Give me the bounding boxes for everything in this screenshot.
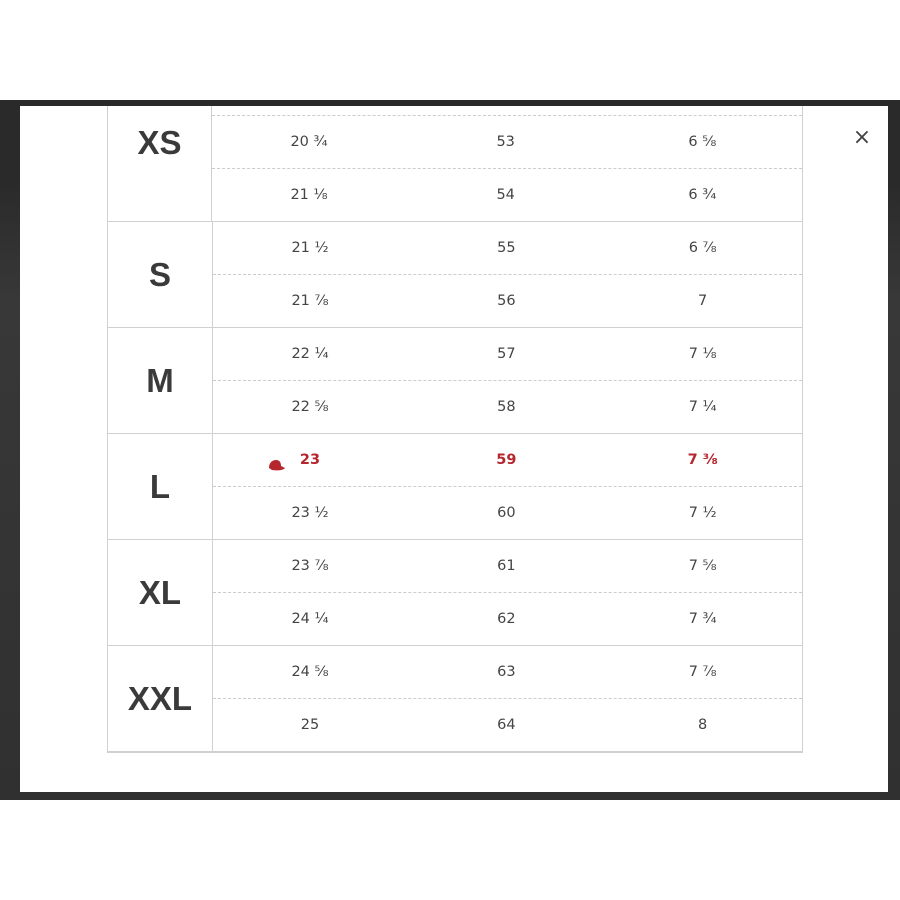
head-circumference-inches: 21 ⅛ [290,187,328,203]
size-group-xs: XS 20 ¾ 53 6 ⅝ 21 ⅛ 54 6 ¾ [108,106,802,221]
size-group-m: M 22 ¼ 57 7 ⅛ 22 ⅝ 58 7 ¼ [108,327,802,433]
head-circumference-inches: 21 ⅞ [291,293,329,309]
table-row: 24 ⅝ 63 7 ⅞ [213,646,802,698]
head-circumference-inches: 23 ½ [291,505,329,521]
head-circumference-cm: 59 [496,452,517,468]
hat-size: 7 ¼ [688,399,717,415]
size-group-xxl: XXL 24 ⅝ 63 7 ⅞ 25 64 8 [108,645,802,751]
size-label: XXL [108,646,213,751]
head-circumference-inches: 25 [300,717,320,733]
head-circumference-inches: 20 ¾ [290,134,328,150]
hat-size: 7 ⅛ [688,346,717,362]
head-circumference-inches: 22 ⅝ [291,399,329,415]
head-circumference-cm: 62 [497,611,516,627]
head-circumference-inches: 24 ⅝ [291,664,329,680]
size-group-xl: XL 23 ⅞ 61 7 ⅝ 24 ¼ 62 7 ¾ [108,539,802,645]
head-circumference-cm: 56 [497,293,516,309]
table-row: 21 ½ 55 6 ⅞ [213,222,802,274]
hat-size: 7 ¾ [688,611,717,627]
hat-size: 6 ¾ [688,187,717,203]
table-row: 23 ½ 60 7 ½ [213,486,802,539]
head-circumference-cm: 53 [496,134,515,150]
head-circumference-cm: 58 [497,399,516,415]
size-label: M [108,328,213,433]
table-row: 21 ⅞ 56 7 [213,274,802,327]
table-row: 23 ⅞ 61 7 ⅝ [213,540,802,592]
table-row: 20 ¾ 53 6 ⅝ [212,116,802,168]
table-row: 22 ¼ 57 7 ⅛ [213,328,802,380]
head-circumference-cm: 64 [497,717,516,733]
size-table: XS 20 ¾ 53 6 ⅝ 21 ⅛ 54 6 ¾ S 21 ½ 55 6 ⅞ 21 ⅞ 56 7 M 22… [107,106,803,753]
head-circumference-inches: 24 ¼ [291,611,329,627]
cap-icon [269,460,285,471]
size-label: XS [108,106,212,221]
hat-size: 7 ⅜ [687,452,718,468]
hat-size: 6 ⅝ [688,134,717,150]
hat-size: 8 [698,717,708,733]
head-circumference-cm: 55 [497,240,516,256]
table-row: 24 ¼ 62 7 ¾ [213,592,802,645]
size-label: XL [108,540,213,645]
table-row: 22 ⅝ 58 7 ¼ [213,380,802,433]
hat-size: 7 ⅞ [688,664,717,680]
hat-size: 7 [698,293,708,309]
table-row: 25 64 8 [213,698,802,751]
hat-size: 6 ⅞ [688,240,717,256]
size-chart-modal: × XS 20 ¾ 53 6 ⅝ 21 ⅛ 54 6 ¾ S 21 ½ 55 6 ⅞ 21 ⅞ 56 7 M… [20,106,888,792]
head-circumference-inches: 22 ¼ [291,346,329,362]
head-circumference-cm: 63 [497,664,516,680]
head-circumference-cm: 61 [497,558,516,574]
head-circumference-cm: 54 [496,187,515,203]
hat-size: 7 ½ [688,505,717,521]
hat-size: 7 ⅝ [688,558,717,574]
size-label: S [108,222,213,327]
close-icon[interactable]: × [852,125,872,150]
size-label: L [108,434,213,539]
size-group-l: L 23 59 7 ⅜ 23 ½ 60 7 ½ [108,433,802,539]
table-row: 21 ⅛ 54 6 ¾ [212,168,802,221]
head-circumference-inches: 23 [299,452,321,468]
size-group-s: S 21 ½ 55 6 ⅞ 21 ⅞ 56 7 [108,221,802,327]
head-circumference-inches: 21 ½ [291,240,329,256]
head-circumference-cm: 60 [497,505,516,521]
head-circumference-inches: 23 ⅞ [291,558,329,574]
table-row: 23 59 7 ⅜ [213,434,802,486]
head-circumference-cm: 57 [497,346,516,362]
